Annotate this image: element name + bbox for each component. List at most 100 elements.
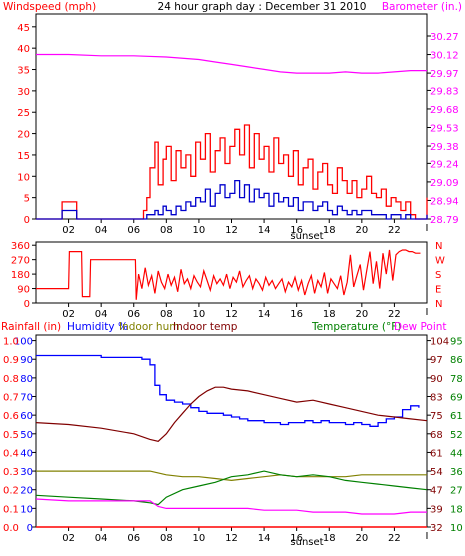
- direction-line: [36, 249, 421, 300]
- x-tick-label-wind-9: 20: [355, 225, 368, 236]
- wind-ytick-label-8: 40: [17, 44, 30, 55]
- temp-ytick-label-4: 44: [450, 448, 463, 459]
- baro-ytick-label-6: 29.68: [430, 105, 459, 116]
- x-tick-label-dir-2: 06: [127, 309, 140, 320]
- dir-compass-label-1: W: [435, 256, 445, 267]
- hum-ytick-label-1: 10: [20, 504, 33, 515]
- x-tick-label-dir-5: 12: [225, 309, 238, 320]
- hum-ytick-label-6: 60: [20, 411, 33, 422]
- x-tick-label-wind-8: 18: [323, 225, 336, 236]
- rain-ytick-label-7: 0.7: [3, 393, 19, 404]
- x-tick-label-wind-0: 02: [62, 225, 75, 236]
- series-dew_point: [35, 498, 427, 515]
- x-tick-label-dir-0: 02: [62, 309, 75, 320]
- series-indoor_temp: [35, 386, 428, 442]
- itemp-ytick-label-5: 68: [430, 430, 443, 441]
- dir-ytick-label-2: 180: [11, 270, 30, 281]
- itemp-ytick-label-9: 97: [430, 355, 443, 366]
- climate-panel-frame: [35, 334, 428, 528]
- x-tick-label-wind-1: 04: [95, 225, 108, 236]
- hum-ytick-label-0: 0: [27, 523, 33, 534]
- rainfall-axis-label: Rainfall (in): [1, 321, 61, 333]
- x-tick-label-dir-3: 08: [160, 309, 173, 320]
- hum-ytick-label-2: 20: [20, 486, 33, 497]
- x-end-tick-climate: I: [426, 531, 429, 542]
- baro-ytick-label-10: 30.27: [430, 32, 459, 43]
- wind-ytick-label-1: 5: [24, 194, 30, 205]
- temp-ytick-label-6: 61: [450, 411, 463, 422]
- rain-ytick-label-9: 0.9: [3, 355, 19, 366]
- hum-ytick-label-4: 40: [20, 448, 33, 459]
- itemp-ytick-label-7: 83: [430, 393, 443, 404]
- rain-ytick-label-4: 0.4: [3, 448, 19, 459]
- itemp-ytick-label-3: 54: [430, 467, 443, 478]
- wind-ytick-label-9: 45: [17, 23, 30, 34]
- legend-dew-point: Dew Point: [394, 321, 447, 333]
- temp-ytick-label-10: 95: [450, 337, 463, 348]
- graph-title: 24 hour graph day : December 31 2010: [158, 1, 367, 13]
- wind-average-line: [36, 179, 428, 220]
- itemp-ytick-label-10: 104: [430, 337, 449, 348]
- hum-ytick-label-8: 80: [20, 374, 33, 385]
- legend-humidity: Humidity %: [67, 321, 128, 333]
- x-end-tick-wind: I: [426, 223, 429, 234]
- wind-ytick-label-3: 15: [17, 151, 30, 162]
- x-tick-label-wind-7: 16: [290, 225, 303, 236]
- rain-ytick-label-10: 1.0: [3, 337, 19, 348]
- series-indoor_hum: [36, 470, 427, 482]
- x-tick-label-dir-1: 04: [95, 309, 108, 320]
- x-tick-label-climate-4: 10: [193, 533, 206, 544]
- x-tick-label-dir-8: 18: [323, 309, 336, 320]
- legend-indoor-temp: Indoor temp: [173, 321, 238, 333]
- wind-panel-frame: [35, 13, 428, 220]
- x-tick-label-dir-4: 10: [193, 309, 206, 320]
- direction-panel-frame: [35, 241, 428, 304]
- baro-ytick-label-5: 29.53: [430, 124, 459, 135]
- x-tick-label-climate-1: 04: [95, 533, 108, 544]
- itemp-ytick-label-8: 90: [430, 374, 443, 385]
- baro-ytick-label-9: 30.12: [430, 51, 459, 62]
- rain-ytick-label-1: 0.1: [3, 504, 19, 515]
- itemp-ytick-label-1: 39: [430, 504, 443, 515]
- rain-ytick-label-6: 0.6: [3, 411, 19, 422]
- hum-ytick-label-3: 30: [20, 467, 33, 478]
- wind-ytick-label-4: 20: [17, 130, 30, 141]
- rain-ytick-label-2: 0.2: [3, 486, 19, 497]
- x-tick-label-wind-10: 22: [388, 225, 401, 236]
- temp-ytick-label-9: 86: [450, 355, 463, 366]
- baro-ytick-label-8: 29.97: [430, 69, 459, 80]
- series-humidity: [36, 354, 420, 427]
- x-tick-label-climate-9: 20: [355, 533, 368, 544]
- wind-ytick-label-5: 25: [17, 108, 30, 119]
- sunset-label-top: sunset: [290, 231, 323, 242]
- wind-ytick-label-0: 0: [24, 215, 30, 226]
- baro-ytick-label-7: 29.83: [430, 86, 459, 97]
- dir-ytick-label-4: 360: [11, 241, 30, 252]
- temp-ytick-label-7: 69: [450, 393, 463, 404]
- x-tick-label-climate-2: 06: [127, 533, 140, 544]
- barometer-axis-label: Barometer (in.): [382, 1, 462, 13]
- hum-ytick-label-9: 90: [20, 355, 33, 366]
- x-tick-label-dir-9: 20: [355, 309, 368, 320]
- x-tick-label-wind-4: 10: [193, 225, 206, 236]
- baro-ytick-label-4: 29.38: [430, 142, 459, 153]
- dir-compass-label-0: N: [435, 241, 442, 252]
- temp-ytick-label-8: 78: [450, 374, 463, 385]
- rain-ytick-label-8: 0.8: [3, 374, 19, 385]
- baro-ytick-label-0: 28.79: [430, 215, 459, 226]
- x-end-tick-dir: I: [426, 307, 429, 318]
- series-temperature: [35, 470, 428, 506]
- dir-ytick-label-3: 270: [11, 256, 30, 267]
- dir-ytick-label-1: 90: [17, 285, 30, 296]
- x-tick-label-wind-2: 06: [127, 225, 140, 236]
- x-tick-label-climate-10: 22: [388, 533, 401, 544]
- legend-indoor-hum: Indoor hum: [119, 321, 179, 333]
- x-tick-label-climate-0: 02: [62, 533, 75, 544]
- baro-ytick-label-1: 28.94: [430, 196, 459, 207]
- itemp-ytick-label-0: 32: [430, 523, 443, 534]
- wind-gust-line: [36, 124, 428, 220]
- x-tick-label-dir-10: 22: [388, 309, 401, 320]
- itemp-ytick-label-4: 61: [430, 448, 443, 459]
- rain-ytick-label-0: 0.0: [3, 523, 19, 534]
